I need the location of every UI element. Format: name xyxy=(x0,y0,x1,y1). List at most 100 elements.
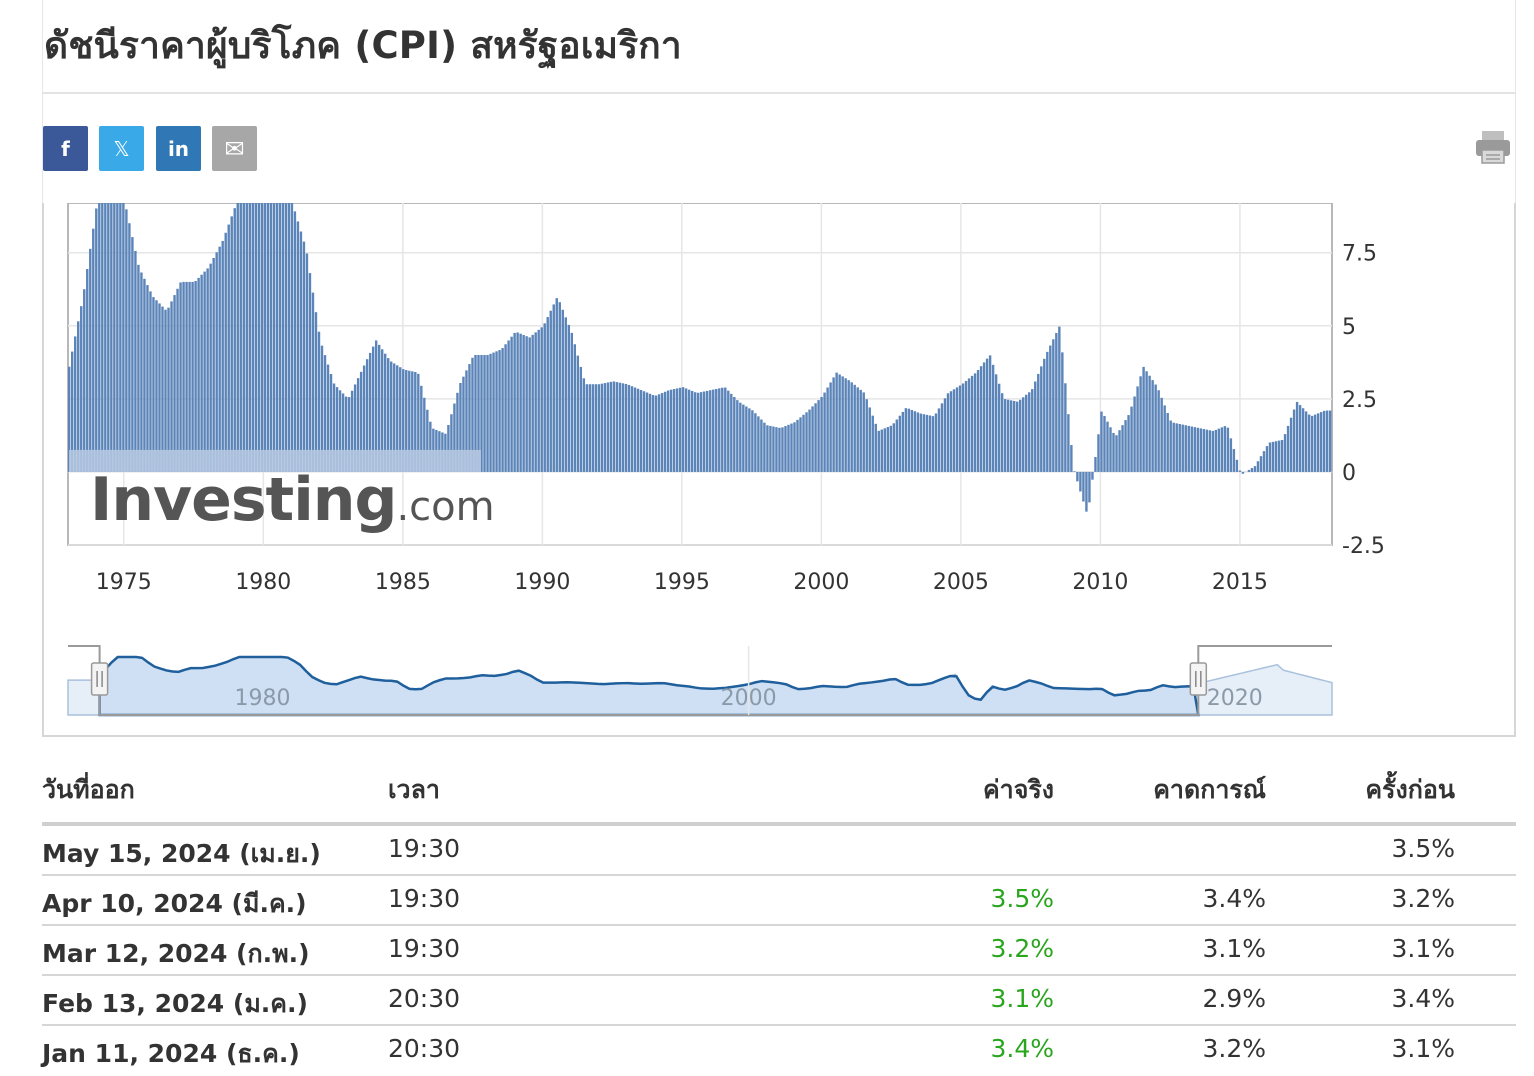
bar[interactable] xyxy=(1311,416,1313,472)
bar[interactable] xyxy=(613,381,615,471)
bar[interactable] xyxy=(240,203,242,472)
bar[interactable] xyxy=(1172,423,1174,472)
bar[interactable] xyxy=(1242,472,1244,474)
bar[interactable] xyxy=(628,385,630,472)
bar[interactable] xyxy=(1163,405,1165,472)
bar[interactable] xyxy=(817,400,819,472)
bar[interactable] xyxy=(739,403,741,472)
bar[interactable] xyxy=(950,391,952,472)
bar[interactable] xyxy=(104,203,106,472)
bar[interactable] xyxy=(866,399,868,472)
bar[interactable] xyxy=(306,254,308,472)
bar[interactable] xyxy=(188,282,190,472)
bar[interactable] xyxy=(1001,393,1003,472)
bar[interactable] xyxy=(1046,352,1048,472)
header-date[interactable]: วันที่ออก xyxy=(42,770,135,810)
bar[interactable] xyxy=(1197,428,1199,472)
bar[interactable] xyxy=(932,416,934,472)
header-time[interactable]: เวลา xyxy=(388,770,440,810)
bar[interactable] xyxy=(1124,420,1126,472)
bar[interactable] xyxy=(273,203,275,472)
bar[interactable] xyxy=(297,221,299,471)
bar[interactable] xyxy=(995,374,997,472)
bar[interactable] xyxy=(200,275,202,472)
bar[interactable] xyxy=(116,203,118,472)
bar[interactable] xyxy=(643,391,645,472)
bar[interactable] xyxy=(243,203,245,472)
bar[interactable] xyxy=(149,291,151,472)
bar[interactable] xyxy=(1251,468,1253,472)
bar[interactable] xyxy=(1016,402,1018,472)
bar[interactable] xyxy=(224,233,226,472)
bar[interactable] xyxy=(1088,472,1090,502)
bar[interactable] xyxy=(832,377,834,472)
bar[interactable] xyxy=(519,334,521,472)
bar[interactable] xyxy=(1121,425,1123,472)
bar[interactable] xyxy=(745,406,747,471)
bar[interactable] xyxy=(1010,400,1012,472)
bar[interactable] xyxy=(655,396,657,472)
bar[interactable] xyxy=(980,366,982,472)
bar[interactable] xyxy=(829,382,831,471)
bar[interactable] xyxy=(203,272,205,472)
bar[interactable] xyxy=(700,392,702,472)
bar[interactable] xyxy=(1064,383,1066,472)
bar[interactable] xyxy=(893,423,895,472)
bar[interactable] xyxy=(1308,415,1310,472)
bar[interactable] xyxy=(775,427,777,472)
share-email-button[interactable]: ✉ xyxy=(212,126,257,171)
bar[interactable] xyxy=(1073,471,1075,472)
bar[interactable] xyxy=(989,355,991,472)
bar[interactable] xyxy=(814,403,816,472)
bar[interactable] xyxy=(872,416,874,472)
bar[interactable] xyxy=(709,390,711,472)
bar[interactable] xyxy=(504,344,506,472)
bar[interactable] xyxy=(697,393,699,472)
bar[interactable] xyxy=(977,370,979,472)
bar[interactable] xyxy=(1166,413,1168,472)
bar[interactable] xyxy=(721,388,723,472)
bar[interactable] xyxy=(1094,457,1096,472)
bar[interactable] xyxy=(95,208,97,471)
bar[interactable] xyxy=(601,384,603,472)
bar[interactable] xyxy=(255,203,257,472)
bar[interactable] xyxy=(264,203,266,472)
bar[interactable] xyxy=(206,268,208,471)
bar[interactable] xyxy=(1043,359,1045,472)
bar[interactable] xyxy=(501,348,503,472)
bar[interactable] xyxy=(246,203,248,472)
bar[interactable] xyxy=(525,336,527,472)
bar[interactable] xyxy=(528,337,530,472)
bar[interactable] xyxy=(1061,352,1063,472)
bar[interactable] xyxy=(122,203,124,472)
bar[interactable] xyxy=(1206,430,1208,472)
bar[interactable] xyxy=(808,410,810,472)
bar[interactable] xyxy=(267,203,269,472)
bar[interactable] xyxy=(119,203,121,472)
bar[interactable] xyxy=(604,383,606,472)
bar[interactable] xyxy=(1100,412,1102,472)
bar[interactable] xyxy=(568,325,570,472)
bar[interactable] xyxy=(303,242,305,472)
bar[interactable] xyxy=(228,225,230,472)
bar[interactable] xyxy=(703,391,705,471)
bar[interactable] xyxy=(553,304,555,471)
bar[interactable] xyxy=(276,203,278,472)
bar[interactable] xyxy=(878,431,880,472)
bar[interactable] xyxy=(492,353,494,472)
bar[interactable] xyxy=(911,410,913,472)
bar[interactable] xyxy=(670,390,672,472)
bar[interactable] xyxy=(826,388,828,472)
bar[interactable] xyxy=(507,340,509,471)
bar[interactable] xyxy=(595,384,597,472)
bar[interactable] xyxy=(185,282,187,472)
bar[interactable] xyxy=(968,378,970,472)
bar[interactable] xyxy=(583,378,585,472)
bar[interactable] xyxy=(881,430,883,472)
bar[interactable] xyxy=(715,389,717,472)
bar[interactable] xyxy=(646,393,648,472)
bar[interactable] xyxy=(128,223,130,472)
bar[interactable] xyxy=(637,389,639,472)
bar[interactable] xyxy=(1203,429,1205,472)
bar[interactable] xyxy=(77,321,79,472)
